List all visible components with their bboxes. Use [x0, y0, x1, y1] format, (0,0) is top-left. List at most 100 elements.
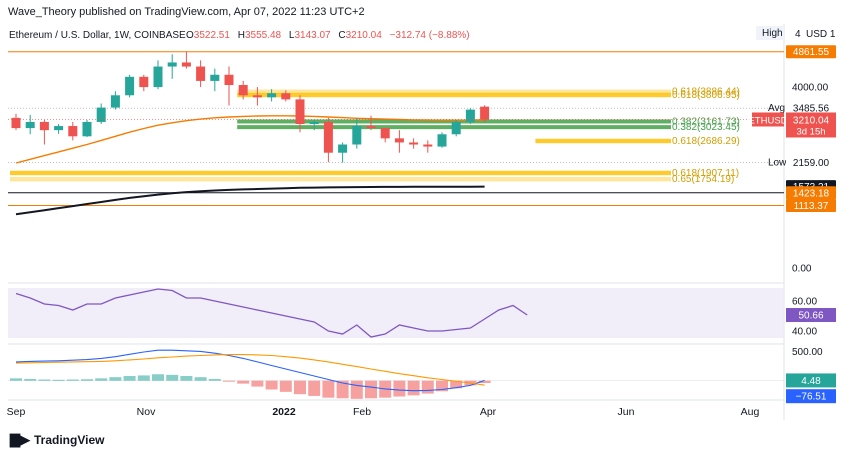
- candle-body[interactable]: [480, 106, 490, 120]
- fib-zone: [10, 177, 671, 182]
- rsi-line: [15, 288, 528, 338]
- macd-histogram-bar: [81, 379, 93, 381]
- legend-high: 3555.48: [245, 30, 282, 41]
- candle-body[interactable]: [210, 74, 220, 81]
- fib-zone: [535, 138, 671, 144]
- price-badge-label: 1113.37: [794, 201, 829, 212]
- macd-histogram-bar: [52, 379, 65, 381]
- macd-histogram-bar: [123, 376, 136, 381]
- candle-body[interactable]: [125, 76, 135, 96]
- legend-l-label: L: [289, 30, 295, 41]
- macd-histogram-bar: [166, 374, 179, 381]
- price-badge: [786, 186, 836, 200]
- price-badge: [786, 156, 836, 170]
- candle-body[interactable]: [181, 62, 191, 67]
- macd-histogram-bar: [208, 378, 221, 381]
- macd-histogram-bar: [95, 378, 108, 381]
- candle-body[interactable]: [11, 117, 21, 129]
- candle-body[interactable]: [238, 85, 248, 96]
- price-pane[interactable]: [8, 24, 784, 282]
- candle-body[interactable]: [465, 109, 475, 122]
- macd-histogram-bar: [407, 380, 420, 396]
- rsi-value-label: 50.66: [798, 311, 823, 322]
- candle-body[interactable]: [196, 66, 206, 81]
- currency-button[interactable]: USD 1: [806, 29, 836, 40]
- macd-histogram-bar: [279, 380, 292, 392]
- fib-level-label: 0.65(1754.19): [672, 174, 734, 185]
- candle-body[interactable]: [451, 121, 461, 135]
- signal-value-label: −76.51: [796, 392, 827, 403]
- legend-low: 3143.07: [294, 30, 331, 41]
- legend-o-label: O: [186, 30, 194, 41]
- candle-body[interactable]: [394, 138, 404, 143]
- legend-open: 3522.51: [194, 30, 231, 41]
- fib-level-label: 0.618(2686.29): [672, 136, 740, 147]
- price-badge-label: 4861.55: [793, 47, 830, 58]
- price-badge-label: 3485.56: [793, 104, 830, 115]
- candle-body[interactable]: [267, 93, 277, 98]
- candle-body[interactable]: [25, 121, 35, 129]
- candle-body[interactable]: [338, 144, 348, 153]
- candle-body[interactable]: [252, 95, 262, 98]
- candle-body[interactable]: [323, 121, 333, 153]
- candle-body[interactable]: [167, 62, 177, 67]
- macd-histogram-bar: [237, 380, 250, 384]
- candle-body[interactable]: [96, 107, 106, 122]
- ma200-line: [15, 185, 485, 216]
- candle-body[interactable]: [281, 93, 291, 100]
- candle-body[interactable]: [437, 134, 447, 147]
- price-badge: [786, 199, 836, 213]
- candle-body[interactable]: [39, 121, 49, 131]
- candle-body[interactable]: [153, 66, 163, 88]
- macd-histogram-bar: [265, 380, 278, 390]
- macd-histogram-bar: [24, 378, 37, 381]
- macd-histogram-bar: [322, 380, 335, 398]
- fib-level-label: 0.618(3886.44): [672, 87, 740, 98]
- candle-body[interactable]: [380, 128, 390, 139]
- macd-histogram-bar: [436, 380, 448, 392]
- time-axis-tick: Nov: [137, 406, 156, 418]
- candle-body[interactable]: [68, 126, 78, 137]
- fib-level-label: 0.382(3161.73): [672, 116, 740, 127]
- candle-body[interactable]: [423, 144, 433, 147]
- price-axis-tick: 0.00: [792, 264, 812, 275]
- candle-body[interactable]: [224, 74, 234, 86]
- legend-symbol[interactable]: Ethereum / U.S. Dollar, 1W, COINBASE: [9, 30, 186, 41]
- tradingview-logo-icon: ▇▶: [10, 432, 30, 447]
- publisher-caption: Wave_Theory published on TradingView.com…: [8, 6, 365, 18]
- price-badge: [786, 101, 836, 115]
- macd-histogram-bar: [350, 380, 363, 399]
- fib-level-label: Low: [768, 158, 787, 169]
- fib-zone: [237, 89, 671, 94]
- candle-body[interactable]: [54, 126, 64, 131]
- fib-zone: [237, 92, 671, 98]
- candle-body[interactable]: [295, 99, 305, 124]
- price-badge-label: 2159.00: [793, 158, 830, 169]
- candle-body[interactable]: [366, 126, 376, 129]
- candle-body[interactable]: [110, 95, 120, 108]
- macd-histogram-bar: [10, 378, 22, 381]
- macd-histogram-bar: [66, 379, 79, 381]
- fib-zone: [10, 170, 671, 176]
- fib-level-label: 0.618(3806.95): [672, 90, 740, 101]
- macd-histogram-bar: [109, 377, 122, 381]
- candle-body[interactable]: [409, 142, 419, 145]
- price-badge: [786, 45, 836, 59]
- fib-level-label: 0.382(3023.45): [672, 122, 740, 133]
- tradingview-brand: TradingView: [34, 433, 105, 447]
- macd-histogram-bar: [450, 380, 463, 389]
- time-axis-tick: 2022: [272, 406, 296, 418]
- macd-histogram-bar: [251, 380, 264, 387]
- tradingview-logo[interactable]: ▇▶ TradingView: [10, 432, 104, 448]
- candle-body[interactable]: [82, 121, 92, 137]
- ma50-line: [15, 115, 485, 164]
- macd-signal-line: [15, 354, 485, 386]
- candle-body[interactable]: [352, 126, 362, 145]
- macd-axis-tick: 500.00: [792, 347, 823, 358]
- legend-change: −312.74 (−8.88%): [390, 30, 470, 41]
- symbol-tag: [752, 112, 784, 127]
- scale-mode-button[interactable]: 4: [795, 29, 801, 40]
- candle-body[interactable]: [139, 76, 149, 88]
- candle-body[interactable]: [309, 121, 319, 124]
